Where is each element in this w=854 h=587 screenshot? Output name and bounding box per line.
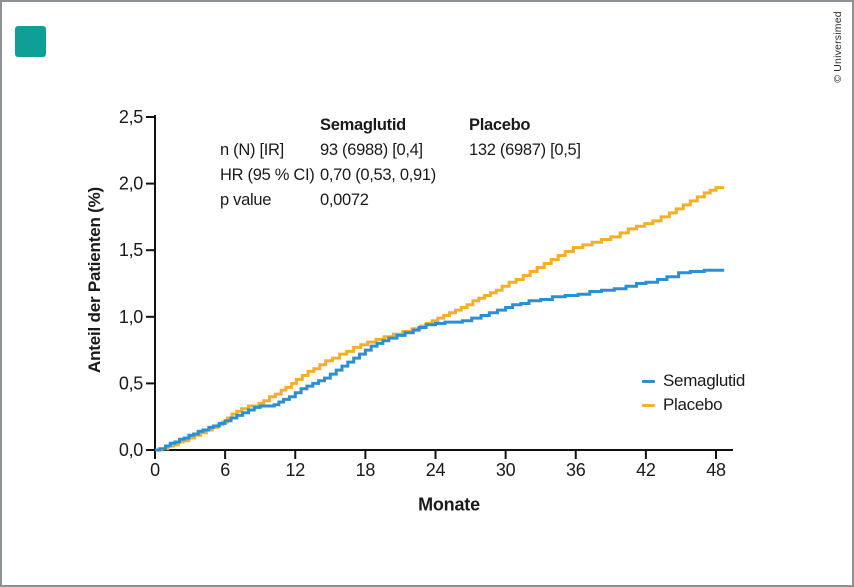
stats-value-semaglutid: 0,0072	[320, 191, 369, 209]
stats-row-label: HR (95 % CI)	[220, 166, 315, 184]
placebo-curve	[155, 186, 725, 452]
stats-cell-empty	[220, 113, 320, 138]
stats-header-placebo: Placebo	[469, 116, 531, 134]
legend-label: Semaglutid	[663, 371, 746, 390]
x-tick-label: 0	[150, 460, 160, 480]
x-tick-label: 42	[636, 460, 656, 480]
placebo-line-swatch	[642, 403, 655, 407]
stats-row-label: p value	[220, 191, 272, 209]
x-tick-label: 36	[566, 460, 586, 480]
semaglutid-curve	[155, 268, 725, 452]
legend-item-semaglutid: Semaglutid	[642, 369, 745, 393]
stats-cell-empty	[469, 163, 679, 188]
stats-value-semaglutid: 0,70 (0,53, 0,91)	[320, 166, 436, 184]
y-tick-label: 1,5	[119, 240, 143, 260]
stats-header-semaglutid: Semaglutid	[320, 116, 406, 134]
universimed-logo	[15, 26, 46, 57]
x-tick-label: 12	[286, 460, 306, 480]
y-tick-label: 0,5	[119, 373, 143, 393]
stats-annotation: Semaglutid Placebo n (N) [IR] 93 (6988) …	[220, 113, 679, 213]
semaglutid-line-swatch	[642, 379, 655, 383]
x-tick-label: 24	[426, 460, 446, 480]
stats-row-label: n (N) [IR]	[220, 141, 284, 159]
y-axis-title: Anteil der Patienten (%)	[85, 186, 104, 374]
y-tick-label: 1,0	[119, 307, 143, 327]
x-tick-label: 30	[496, 460, 516, 480]
stats-value-placebo: 132 (6987) [0,5]	[469, 141, 581, 159]
y-tick-label: 0,0	[119, 440, 143, 460]
x-tick-label: 18	[356, 460, 376, 480]
x-axis-title: Monate	[418, 494, 480, 515]
y-tick-label: 2,5	[119, 107, 143, 127]
stats-value-semaglutid: 93 (6988) [0,4]	[320, 141, 423, 159]
x-tick-label: 6	[220, 460, 230, 480]
legend-label: Placebo	[663, 395, 723, 414]
x-tick-label: 48	[706, 460, 726, 480]
legend: Semaglutid Placebo	[642, 369, 745, 417]
legend-item-placebo: Placebo	[642, 393, 745, 417]
stats-cell-empty	[469, 188, 679, 213]
y-tick-label: 2,0	[119, 174, 143, 194]
